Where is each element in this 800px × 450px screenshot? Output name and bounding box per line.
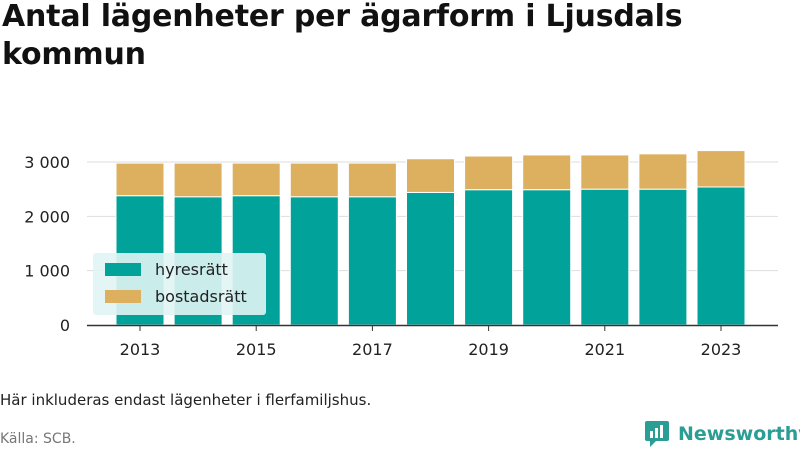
x-tick-label: 2013 [120,340,161,359]
y-tick-label: 1 000 [24,262,70,281]
legend-swatch-bostadsratt [105,290,141,303]
bar-bostadsratt [347,162,397,198]
bar-bostadsratt [580,154,630,190]
bar-bostadsratt [696,150,746,188]
bar-bostadsratt [638,153,688,190]
legend-swatch-hyresratt [105,263,141,276]
chart-note: Här inkluderas endast lägenheter i flerf… [0,391,372,409]
x-tick-label: 2021 [584,340,625,359]
bar-hyresratt [522,189,572,326]
bar-hyresratt [347,196,397,326]
brand-name: Newsworthy [678,423,800,445]
x-tick-label: 2019 [468,340,509,359]
bar-hyresratt [289,196,339,326]
bar-hyresratt [464,189,514,326]
bar-bostadsratt [115,162,165,197]
y-tick-label: 2 000 [24,207,70,226]
bar-hyresratt [696,186,746,326]
newsworthy-logo-icon [645,421,669,447]
bars [115,150,746,326]
legend-label-hyresratt: hyresrätt [155,260,228,279]
x-tick-label: 2015 [236,340,277,359]
bar-hyresratt [580,188,630,326]
y-tick-label: 3 000 [24,153,70,172]
stacked-bar-chart: 0 1 000 2 000 3 000 2013 2015 2017 2019 2021 2023 [24,150,778,359]
bar-hyresratt [638,188,688,326]
legend-item-hyresratt: hyresrätt [105,260,228,279]
bar-bostadsratt [173,162,223,198]
legend-item-bostadsratt: bostadsrätt [105,287,247,306]
x-tick-label: 2023 [701,340,742,359]
bar-hyresratt [406,191,455,326]
axes: 0 1 000 2 000 3 000 2013 2015 2017 2019 2021 2023 [24,153,778,359]
y-tick-label: 0 [60,316,70,335]
bar-bostadsratt [522,154,572,191]
bar-bostadsratt [289,162,339,198]
bar-bostadsratt [231,162,281,197]
chart-title: Antal lägenheter per ägarform i Ljusdals… [2,0,683,72]
legend: hyresrätt bostadsrätt [93,253,266,315]
x-tick-label: 2017 [352,340,393,359]
bar-bostadsratt [464,155,514,191]
brand-logo[interactable]: Newsworthy [644,420,800,448]
source-text: Källa: SCB. [0,431,76,447]
legend-label-bostadsratt: bostadsrätt [155,287,247,306]
bar-bostadsratt [406,158,455,193]
